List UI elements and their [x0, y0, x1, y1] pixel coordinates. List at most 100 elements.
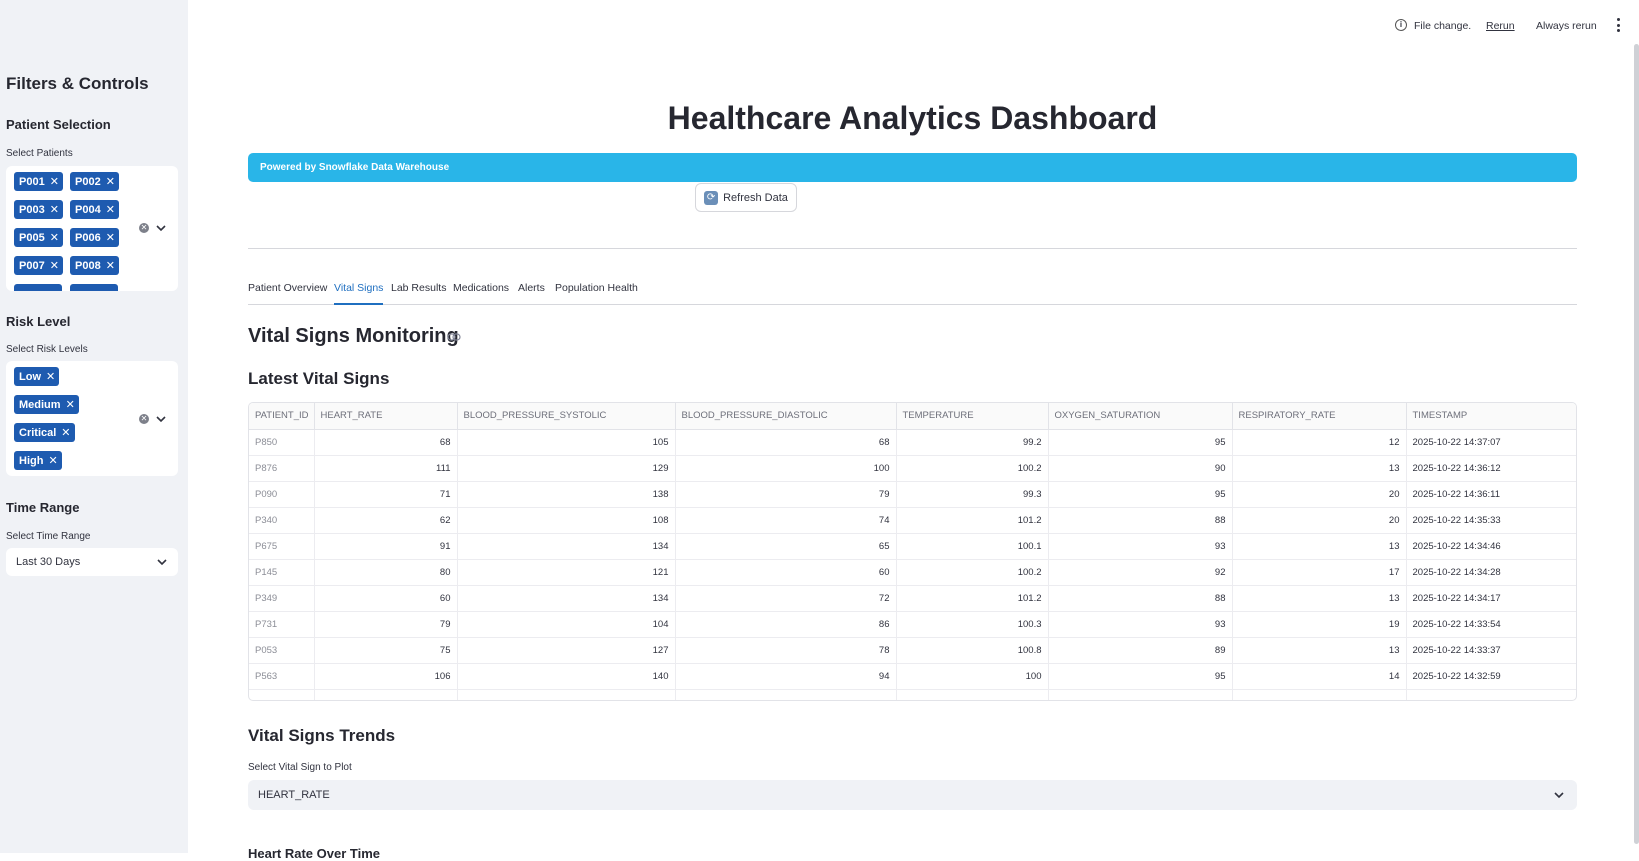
- table-cell[interactable]: 2025-10-22 14:34:28: [1406, 559, 1576, 586]
- chip-remove-icon[interactable]: ✕: [105, 232, 115, 244]
- table-row[interactable]: P340 62 108 74 101.2 88 20 2025-10-22 14:35:33: [249, 507, 1576, 534]
- table-cell[interactable]: 13: [1232, 585, 1407, 612]
- table-cell[interactable]: 94: [675, 663, 897, 690]
- table-row[interactable]: P563 106 140 94 100 95 14 2025-10-22 14:32:59: [249, 663, 1576, 690]
- tab-alerts[interactable]: Alerts: [518, 282, 545, 294]
- table-cell[interactable]: 12: [1232, 429, 1407, 456]
- chip-remove-icon[interactable]: ✕: [49, 260, 59, 272]
- chevron-down-icon[interactable]: [155, 413, 167, 425]
- rerun-button[interactable]: Rerun: [1486, 20, 1515, 32]
- chip-patient[interactable]: P008 ✕: [70, 256, 119, 275]
- table-cell[interactable]: 100.8: [896, 637, 1049, 664]
- table-cell[interactable]: 2025-10-22 14:32:59: [1406, 663, 1576, 690]
- risk-multiselect[interactable]: Low ✕ Medium ✕ Critical ✕ High ✕ ✕: [6, 361, 178, 476]
- chip-remove-icon[interactable]: ✕: [61, 427, 71, 439]
- table-cell[interactable]: 79: [314, 611, 458, 638]
- chip-patient[interactable]: P005 ✕: [14, 228, 63, 247]
- table-cell[interactable]: 78: [675, 637, 897, 664]
- table-row[interactable]: P053 75 127 78 100.8 89 13 2025-10-22 14:33:37: [249, 637, 1576, 664]
- chip-patient[interactable]: P006 ✕: [70, 228, 119, 247]
- table-row[interactable]: P731 79 104 86 100.3 93 19 2025-10-22 14:33:54: [249, 611, 1576, 638]
- table-cell[interactable]: 2025-10-22 14:35:33: [1406, 507, 1576, 534]
- tab-medications[interactable]: Medications: [453, 282, 510, 294]
- table-cell[interactable]: 129: [457, 455, 676, 482]
- chip-remove-icon[interactable]: ✕: [49, 204, 59, 216]
- tab-patient-overview[interactable]: Patient Overview: [248, 282, 328, 294]
- table-row[interactable]: P675 91 134 65 100.1 93 13 2025-10-22 14:34:46: [249, 533, 1576, 560]
- table-cell[interactable]: 65: [675, 533, 897, 560]
- always-rerun-button[interactable]: Always rerun: [1536, 20, 1597, 32]
- table-cell[interactable]: 62: [314, 507, 458, 534]
- table-cell[interactable]: 2025-10-22 14:34:46: [1406, 533, 1576, 560]
- table-cell[interactable]: 20: [1232, 507, 1407, 534]
- table-cell[interactable]: 95: [1048, 663, 1233, 690]
- table-cell[interactable]: P876: [249, 455, 315, 482]
- table-cell[interactable]: 2025-10-22 14:37:07: [1406, 429, 1576, 456]
- table-cell[interactable]: 101.2: [896, 585, 1049, 612]
- column-header[interactable]: OXYGEN_SATURATION: [1048, 403, 1233, 430]
- vital-sign-select[interactable]: HEART_RATE: [248, 780, 1577, 810]
- table-cell[interactable]: 72: [675, 585, 897, 612]
- table-cell[interactable]: 100: [675, 455, 897, 482]
- chip-risk[interactable]: Low ✕: [14, 367, 60, 386]
- table-row[interactable]: P876 111 129 100 100.2 90 13 2025-10-22 14:36:1…: [249, 455, 1576, 482]
- table-cell[interactable]: 88: [1048, 507, 1233, 534]
- chip-remove-icon[interactable]: ✕: [46, 371, 56, 383]
- table-cell[interactable]: 100.3: [896, 611, 1049, 638]
- table-cell[interactable]: 68: [314, 429, 458, 456]
- table-cell[interactable]: P090: [249, 481, 315, 508]
- table-cell[interactable]: 13: [1232, 455, 1407, 482]
- column-header[interactable]: TIMESTAMP: [1406, 403, 1576, 430]
- table-cell[interactable]: 74: [675, 507, 897, 534]
- chip-remove-icon[interactable]: ✕: [105, 176, 115, 188]
- table-cell[interactable]: 93: [1048, 611, 1233, 638]
- column-header[interactable]: BLOOD_PRESSURE_SYSTOLIC: [457, 403, 676, 430]
- table-cell[interactable]: 93: [1048, 533, 1233, 560]
- table-cell[interactable]: 89: [1048, 637, 1233, 664]
- column-header[interactable]: PATIENT_ID: [249, 403, 315, 430]
- table-cell[interactable]: 14: [1232, 663, 1407, 690]
- clear-all-icon[interactable]: ✕: [139, 223, 149, 233]
- chip-remove-icon[interactable]: ✕: [49, 176, 59, 188]
- table-cell[interactable]: 13: [1232, 637, 1407, 664]
- tab-lab-results[interactable]: Lab Results: [391, 282, 447, 294]
- tab-population-health[interactable]: Population Health: [555, 282, 638, 294]
- table-cell[interactable]: 121: [457, 559, 676, 586]
- table-cell[interactable]: 2025-10-22 14:33:54: [1406, 611, 1576, 638]
- column-header[interactable]: HEART_RATE: [314, 403, 458, 430]
- chip-risk[interactable]: Medium ✕: [14, 395, 79, 414]
- table-cell[interactable]: 95: [1048, 429, 1233, 456]
- chip-remove-icon[interactable]: ✕: [105, 260, 115, 272]
- table-cell[interactable]: 111: [314, 455, 458, 482]
- time-range-select[interactable]: Last 30 Days: [6, 548, 178, 576]
- tab-vital-signs[interactable]: Vital Signs: [334, 282, 384, 305]
- table-row[interactable]: P349 60 134 72 101.2 88 13 2025-10-22 14:34:17: [249, 585, 1576, 612]
- vital-signs-table[interactable]: PATIENT_ID HEART_RATE BLOOD_PRESSURE_SYSTO…: [248, 402, 1577, 701]
- table-cell[interactable]: 2025-10-22 14:33:37: [1406, 637, 1576, 664]
- table-cell[interactable]: 99.2: [896, 429, 1049, 456]
- table-cell[interactable]: 100.2: [896, 455, 1049, 482]
- refresh-data-button[interactable]: ⟳ Refresh Data: [695, 183, 797, 212]
- chip-patient[interactable]: P003 ✕: [14, 200, 63, 219]
- clear-all-icon[interactable]: ✕: [139, 414, 149, 424]
- table-cell[interactable]: 134: [457, 533, 676, 560]
- table-cell[interactable]: 134: [457, 585, 676, 612]
- table-cell[interactable]: 20: [1232, 481, 1407, 508]
- table-cell[interactable]: 140: [457, 663, 676, 690]
- table-cell[interactable]: 99.3: [896, 481, 1049, 508]
- table-cell[interactable]: 80: [314, 559, 458, 586]
- chip-remove-icon[interactable]: ✕: [65, 399, 75, 411]
- table-cell[interactable]: P675: [249, 533, 315, 560]
- chip-patient[interactable]: P004 ✕: [70, 200, 119, 219]
- table-cell[interactable]: P340: [249, 507, 315, 534]
- table-cell[interactable]: 90: [1048, 455, 1233, 482]
- table-cell[interactable]: 88: [1048, 585, 1233, 612]
- table-cell[interactable]: 100.1: [896, 533, 1049, 560]
- chip-patient-partial[interactable]: [14, 284, 62, 291]
- table-cell[interactable]: 108: [457, 507, 676, 534]
- table-cell[interactable]: 127: [457, 637, 676, 664]
- table-cell[interactable]: 2025-10-22 14:36:12: [1406, 455, 1576, 482]
- table-cell[interactable]: 2025-10-22 14:34:17: [1406, 585, 1576, 612]
- table-cell[interactable]: 100.2: [896, 559, 1049, 586]
- link-icon[interactable]: [447, 333, 461, 341]
